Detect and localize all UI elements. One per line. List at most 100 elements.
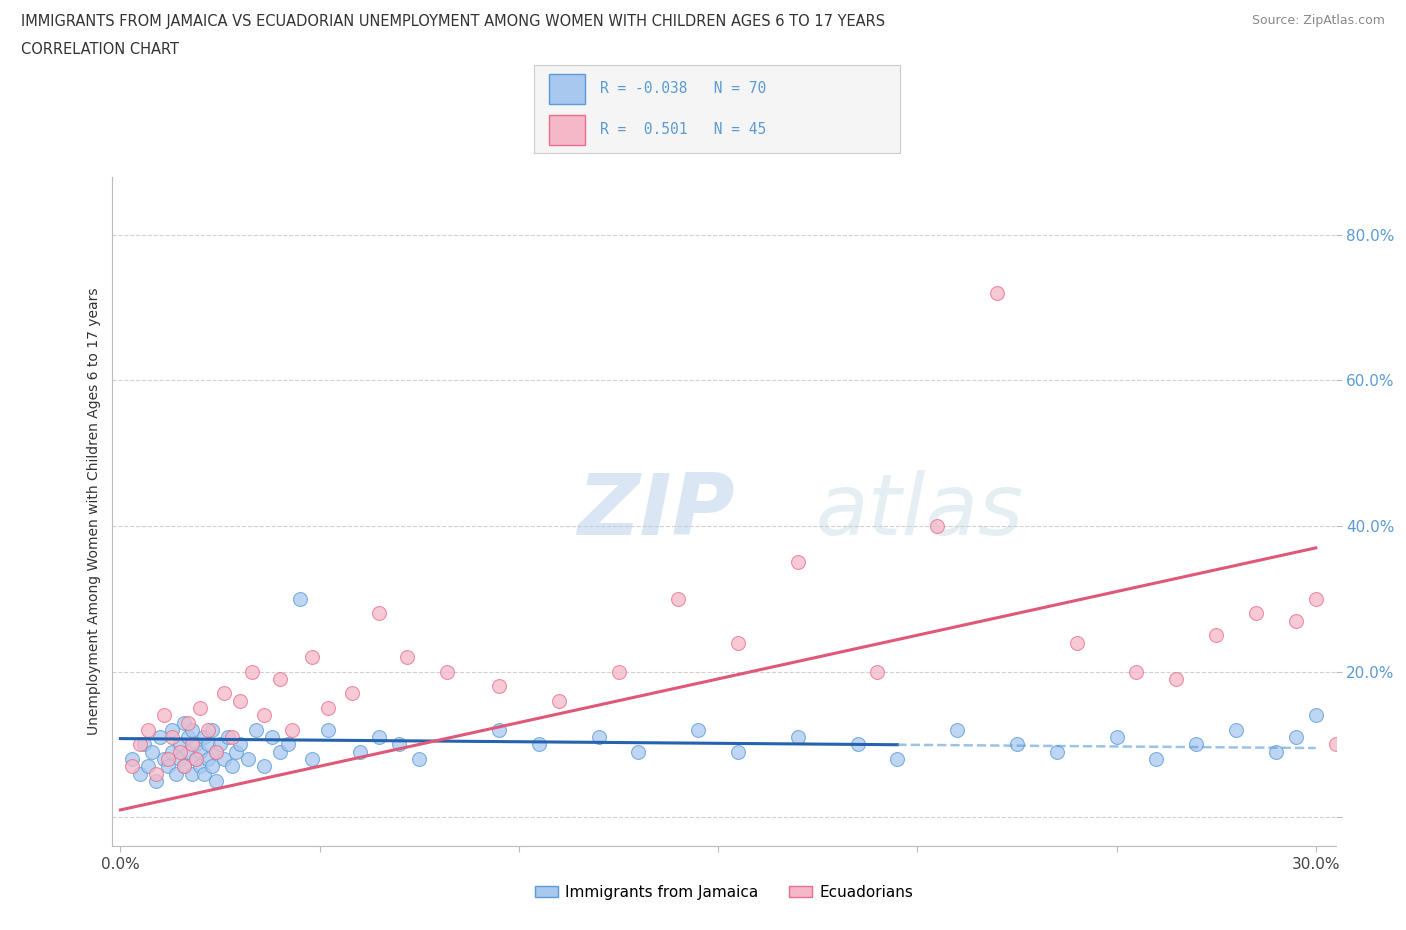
Point (1244, 606, 1267, 621)
Point (277, 737, 299, 751)
Point (188, 759, 211, 774)
Point (138, 723, 160, 737)
Point (1264, 744, 1286, 759)
Point (1105, 730, 1128, 745)
Point (1205, 628, 1227, 643)
Point (436, 664, 458, 679)
Point (134, 737, 156, 751)
Point (281, 723, 304, 737)
Point (245, 723, 267, 737)
Point (236, 751, 259, 766)
Point (169, 744, 191, 759)
Point (1285, 613, 1308, 628)
Point (201, 759, 224, 774)
FancyBboxPatch shape (548, 74, 585, 104)
Point (240, 664, 263, 679)
Legend: Immigrants from Jamaica, Ecuadorians: Immigrants from Jamaica, Ecuadorians (529, 879, 920, 906)
Point (1066, 635, 1088, 650)
Point (396, 650, 419, 665)
Point (157, 759, 180, 774)
Point (488, 723, 510, 737)
Point (408, 751, 430, 766)
Point (138, 759, 160, 774)
Point (229, 693, 252, 708)
Point (488, 679, 510, 694)
Point (1185, 737, 1208, 751)
Point (193, 730, 215, 745)
Point (181, 737, 204, 751)
Point (181, 723, 204, 737)
Point (727, 744, 749, 759)
Point (162, 730, 184, 745)
Point (181, 766, 204, 781)
Point (177, 744, 200, 759)
FancyBboxPatch shape (548, 114, 585, 145)
Point (162, 744, 184, 759)
Point (1166, 671, 1188, 686)
Point (186, 751, 208, 766)
Point (173, 759, 195, 774)
Point (121, 759, 143, 774)
Point (229, 737, 252, 751)
Point (1324, 737, 1347, 751)
Point (205, 774, 228, 789)
Text: ZIP: ZIP (578, 470, 735, 553)
Point (129, 766, 152, 781)
Point (205, 744, 228, 759)
Point (221, 759, 243, 774)
Point (946, 723, 969, 737)
Point (1225, 723, 1247, 737)
Point (316, 700, 339, 715)
Point (177, 715, 200, 730)
Point (153, 708, 176, 723)
Point (1285, 730, 1308, 745)
Point (173, 759, 195, 774)
Point (846, 737, 869, 751)
Point (866, 664, 889, 679)
Point (212, 686, 235, 701)
Point (129, 737, 152, 751)
Point (1046, 744, 1069, 759)
Point (1005, 737, 1028, 751)
Point (197, 723, 219, 737)
Point (588, 730, 610, 745)
Point (193, 766, 215, 781)
Point (197, 751, 219, 766)
Point (186, 737, 208, 751)
Text: R = -0.038   N = 70: R = -0.038 N = 70 (600, 82, 766, 97)
Point (217, 730, 239, 745)
Text: Source: ZipAtlas.com: Source: ZipAtlas.com (1251, 14, 1385, 27)
Text: CORRELATION CHART: CORRELATION CHART (21, 42, 179, 57)
Y-axis label: Unemployment Among Women with Children Ages 6 to 17 years: Unemployment Among Women with Children A… (87, 287, 101, 736)
Point (368, 606, 391, 621)
Point (121, 751, 143, 766)
Point (149, 730, 172, 745)
Text: R =  0.501   N = 45: R = 0.501 N = 45 (600, 122, 766, 137)
Point (253, 708, 276, 723)
Point (786, 730, 808, 745)
Point (205, 744, 228, 759)
Point (157, 751, 180, 766)
Point (165, 766, 187, 781)
Point (145, 774, 167, 789)
Point (1305, 708, 1327, 723)
Point (886, 751, 908, 766)
Point (547, 693, 569, 708)
Point (253, 759, 276, 774)
Point (225, 744, 247, 759)
Point (288, 591, 311, 606)
Point (1125, 664, 1147, 679)
Point (607, 664, 630, 679)
Point (986, 286, 1008, 300)
Point (188, 744, 211, 759)
Point (269, 671, 291, 686)
Point (786, 555, 808, 570)
Point (666, 591, 689, 606)
Point (349, 744, 371, 759)
Point (221, 730, 243, 745)
Point (927, 519, 949, 534)
Point (197, 737, 219, 751)
Point (316, 723, 339, 737)
Point (177, 730, 200, 745)
Point (186, 751, 208, 766)
